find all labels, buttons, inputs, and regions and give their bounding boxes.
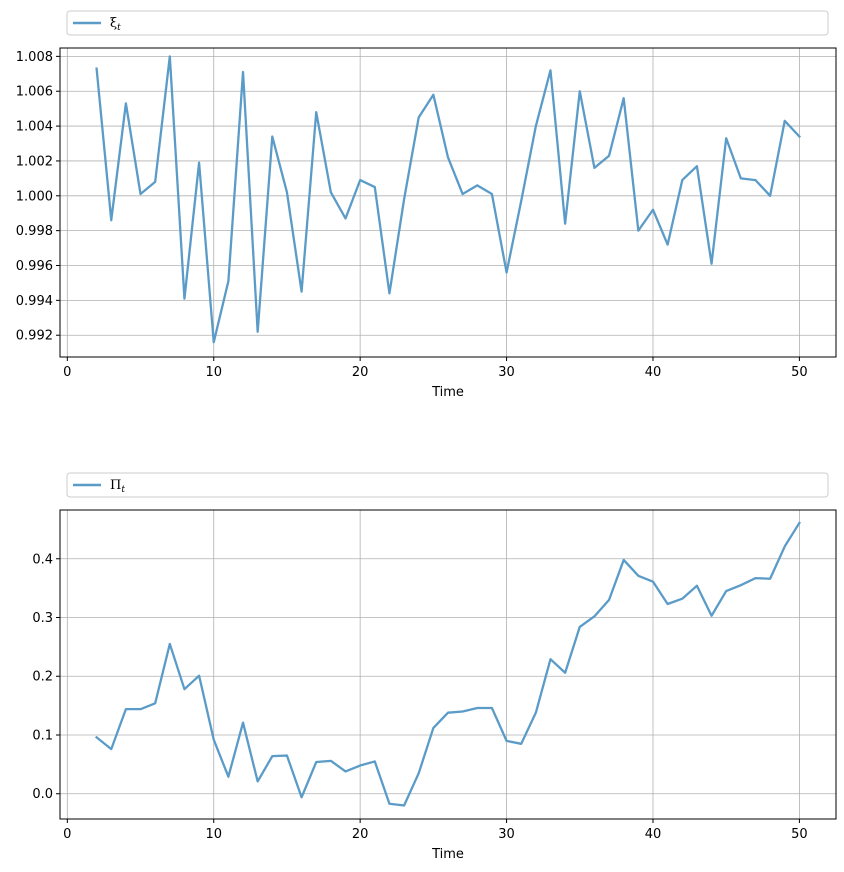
legend: ξt [66, 10, 829, 36]
x-tick-label: 20 [352, 827, 369, 842]
plot-frame [59, 509, 837, 820]
x-axis-label: Time [431, 385, 464, 400]
legend-label-subscript: t [117, 23, 121, 33]
y-tick-label: 0.2 [32, 670, 53, 685]
y-tick-label: 1.000 [16, 189, 53, 204]
y-tick-label: 0.3 [32, 611, 53, 626]
chart-pi: Πt 0 10 20 30 40 50 Time 0.0 0.1 0.2 0.3 0.4 [32, 472, 837, 862]
y-tick-label: 1.004 [16, 120, 53, 135]
x-tick-label: 50 [791, 365, 808, 380]
legend-label-base: Π [110, 478, 121, 493]
x-tick-label: 0 [63, 365, 71, 380]
y-tick-label: 1.008 [16, 50, 53, 65]
gridlines [60, 48, 836, 357]
x-tick-label: 50 [791, 827, 808, 842]
legend-label-base: ξ [110, 16, 117, 31]
legend-frame [66, 472, 829, 498]
y-tick-label: 0.996 [16, 259, 53, 274]
x-tick-label: 0 [63, 827, 71, 842]
chart-xi: ξt 0 10 20 30 40 50 Time 0.992 0.994 0.996 0.998 1.0… [16, 10, 837, 400]
x-tick-label: 30 [498, 365, 515, 380]
x-axis: 0 10 20 30 40 50 Time [63, 819, 808, 862]
y-tick-label: 0.1 [32, 728, 53, 743]
plot-frame [59, 47, 837, 358]
x-tick-label: 10 [205, 365, 222, 380]
y-axis: 0.992 0.994 0.996 0.998 1.000 1.002 1.004 1.006… [16, 50, 60, 344]
x-tick-label: 10 [205, 827, 222, 842]
legend-label: ξt [110, 16, 121, 33]
legend-label-subscript: t [121, 485, 125, 495]
gridlines [60, 510, 836, 819]
legend-label: Πt [110, 478, 125, 495]
legend: Πt [66, 472, 829, 498]
y-tick-label: 0.0 [32, 787, 53, 802]
x-tick-label: 30 [498, 827, 515, 842]
x-tick-label: 40 [645, 827, 662, 842]
series-line [94, 521, 801, 807]
y-tick-label: 0.992 [16, 329, 53, 344]
series-line [95, 55, 802, 344]
x-axis-label: Time [431, 847, 464, 862]
y-tick-label: 0.4 [32, 552, 53, 567]
x-axis: 0 10 20 30 40 50 Time [63, 357, 808, 400]
legend-frame [66, 10, 829, 36]
x-tick-label: 40 [645, 365, 662, 380]
y-axis: 0.0 0.1 0.2 0.3 0.4 [32, 552, 60, 802]
y-tick-label: 1.002 [16, 154, 53, 169]
y-tick-label: 0.994 [16, 294, 53, 309]
x-tick-label: 20 [352, 365, 369, 380]
y-tick-label: 1.006 [16, 85, 53, 100]
y-tick-label: 0.998 [16, 224, 53, 239]
